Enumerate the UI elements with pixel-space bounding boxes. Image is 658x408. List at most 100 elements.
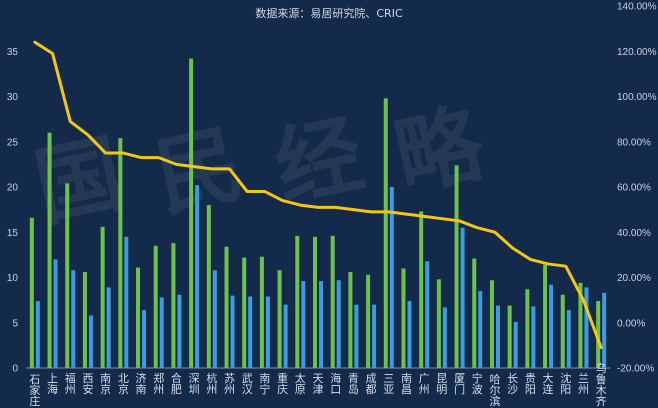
category-label: 广州 (419, 372, 430, 396)
bar-series-2 (71, 270, 76, 368)
right-axis-tick-label: 140.00% (617, 2, 657, 13)
bar-series-1 (472, 258, 477, 368)
bar-series-2 (283, 304, 288, 368)
left-axis-tick-label: 20 (7, 183, 19, 194)
bar-series-2 (212, 270, 217, 368)
bar-series-1 (259, 256, 264, 368)
bar-series-2 (265, 296, 270, 368)
category-label: 厦门 (454, 372, 465, 396)
bar-series-2 (159, 297, 164, 368)
right-axis-tick-label: 40.00% (617, 228, 651, 239)
bar-series-2 (88, 315, 93, 368)
category-label: 大连 (543, 371, 554, 396)
category-label: 沈阳 (560, 371, 571, 396)
bar-series-1 (507, 305, 512, 368)
category-label: 哈尔滨 (489, 373, 500, 408)
bar-series-1 (136, 267, 141, 368)
bar-series-2 (442, 307, 447, 368)
bar-series-1 (489, 280, 494, 368)
category-label: 南宁 (259, 372, 270, 396)
category-label: 济南 (136, 371, 147, 396)
category-label: 海口 (330, 371, 341, 396)
bar-series-1 (560, 294, 565, 368)
bar-series-2 (372, 304, 377, 368)
bar-series-2 (177, 294, 182, 368)
bar-series-1 (330, 235, 335, 368)
bar-series-1 (348, 272, 353, 368)
bar-series-1 (224, 246, 229, 368)
bar-series-1 (29, 217, 34, 368)
category-label: 南京 (100, 372, 111, 396)
bar-series-2 (460, 227, 465, 368)
line-series-1 (33, 40, 603, 350)
bar-series-2 (407, 301, 412, 368)
bar-series-2 (531, 306, 536, 368)
category-label: 青岛 (348, 372, 359, 396)
bar-series-2 (566, 310, 571, 368)
category-label: 太原 (295, 372, 306, 396)
bar-series-1 (383, 98, 388, 368)
bar-series-2 (106, 287, 111, 368)
category-label: 宁波 (472, 371, 483, 396)
category-label: 兰州 (578, 372, 589, 396)
bar-series-2 (478, 291, 483, 368)
category-label: 深圳 (189, 372, 200, 396)
left-axis-tick-label: 15 (7, 228, 19, 239)
left-axis-tick-label: 5 (12, 318, 18, 329)
bar-series-1 (100, 226, 105, 368)
bar-series-2 (35, 301, 40, 368)
bar-series-1 (295, 235, 300, 368)
watermark-char: 略 (386, 92, 493, 209)
category-label: 天津 (313, 372, 324, 396)
bar-series-1 (171, 243, 176, 368)
bar-series-1 (153, 245, 158, 368)
bar-series-1 (596, 301, 601, 368)
bar-series-2 (124, 236, 129, 368)
right-axis-tick-label: 80.00% (617, 137, 651, 148)
bar-series-2 (549, 284, 554, 368)
category-label: 三亚 (383, 372, 394, 396)
bar-series-1 (82, 272, 87, 368)
bar-series-2 (602, 292, 607, 368)
category-label: 重庆 (277, 371, 288, 396)
bar-series-1 (277, 270, 282, 368)
bar-series-1 (47, 132, 52, 368)
category-label: 苏州 (224, 372, 235, 396)
bar-series-2 (319, 281, 323, 368)
bar-series-1 (65, 183, 70, 368)
bar-series-1 (436, 279, 441, 368)
data-source-text: 数据来源：易居研究院、CRIC (255, 6, 403, 20)
category-label: 石家庄 (29, 373, 40, 408)
category-label: 昆明 (436, 372, 447, 396)
bar-series-2 (584, 287, 589, 368)
bar-series-2 (248, 296, 253, 368)
left-axis-tick-label: 10 (7, 273, 19, 284)
bar-series-1 (242, 257, 247, 368)
bar-series-2 (354, 304, 359, 368)
right-axis-tick-label: 100.00% (617, 92, 657, 103)
category-label: 武汉 (242, 372, 253, 396)
bar-series-2 (195, 185, 200, 368)
category-label: 上海 (47, 372, 58, 396)
right-axis-tick-label: 0.00% (617, 318, 645, 329)
bar-series-2 (336, 280, 341, 368)
bar-series-1 (189, 58, 194, 369)
category-label: 福州 (65, 371, 76, 396)
category-label: 合肥 (171, 371, 182, 396)
category-label: 郑州 (153, 371, 164, 396)
bar-series-2 (495, 305, 500, 368)
bar-series-2 (142, 310, 147, 368)
watermark-char: 国 (26, 123, 131, 240)
right-axis-tick-label: 20.00% (617, 273, 651, 284)
category-label: 北京 (118, 372, 129, 396)
bar-series-2 (301, 281, 306, 368)
bar-series-1 (454, 165, 459, 368)
bar-series-1 (419, 211, 424, 368)
category-label: 杭州 (206, 371, 217, 396)
bar-series-2 (513, 321, 518, 368)
category-label: 成都 (366, 372, 377, 396)
category-label: 长沙 (507, 372, 518, 396)
bar-series-1 (206, 205, 211, 368)
bar-series-1 (578, 282, 583, 368)
